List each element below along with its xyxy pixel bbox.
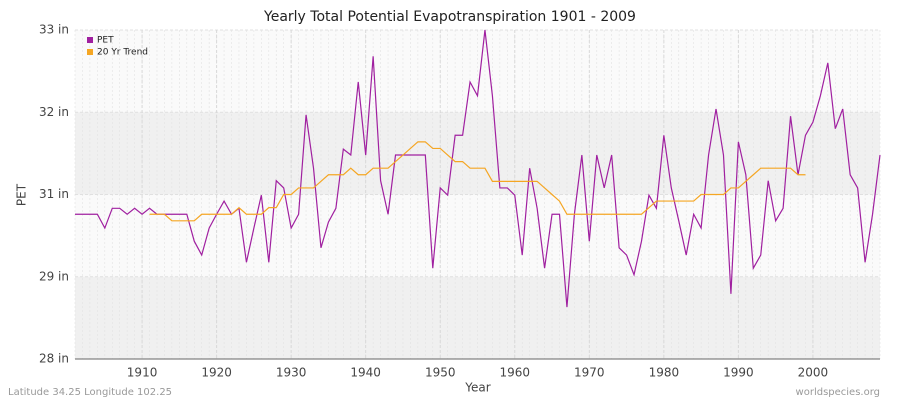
legend-swatch [87,37,93,43]
x-tick-label: 1930 [276,366,307,380]
chart-title: Yearly Total Potential Evapotranspiratio… [263,9,636,25]
y-tick-label: 32 in [39,105,69,119]
x-axis-label: Year [464,381,490,395]
footer-right: worldspecies.org [796,387,880,398]
legend: PET 20 Yr Trend [87,36,148,58]
legend-label: 20 Yr Trend [97,48,148,58]
y-tick-label: 28 in [39,352,69,366]
x-tick-label: 1950 [425,366,456,380]
series-line [75,29,881,308]
y-tick-label: 29 in [39,269,69,283]
x-tick-label: 1960 [499,366,530,380]
x-tick-label: 1970 [574,366,605,380]
y-tick-label: 31 in [39,187,69,201]
y-axis-label: PET [15,183,29,206]
x-tick-label: 1980 [649,366,680,380]
y-tick-label: 33 in [39,23,69,37]
legend-label: PET [97,36,114,46]
x-tick-label: 1910 [127,366,158,380]
legend-swatch [87,49,93,55]
series-line [149,141,806,222]
x-tick-label: 2000 [798,366,829,380]
footer-left: Latitude 34.25 Longitude 102.25 [8,387,172,398]
x-tick-label: 1920 [201,366,232,380]
x-tick-label: 1990 [723,366,754,380]
x-tick-label: 1940 [350,366,381,380]
